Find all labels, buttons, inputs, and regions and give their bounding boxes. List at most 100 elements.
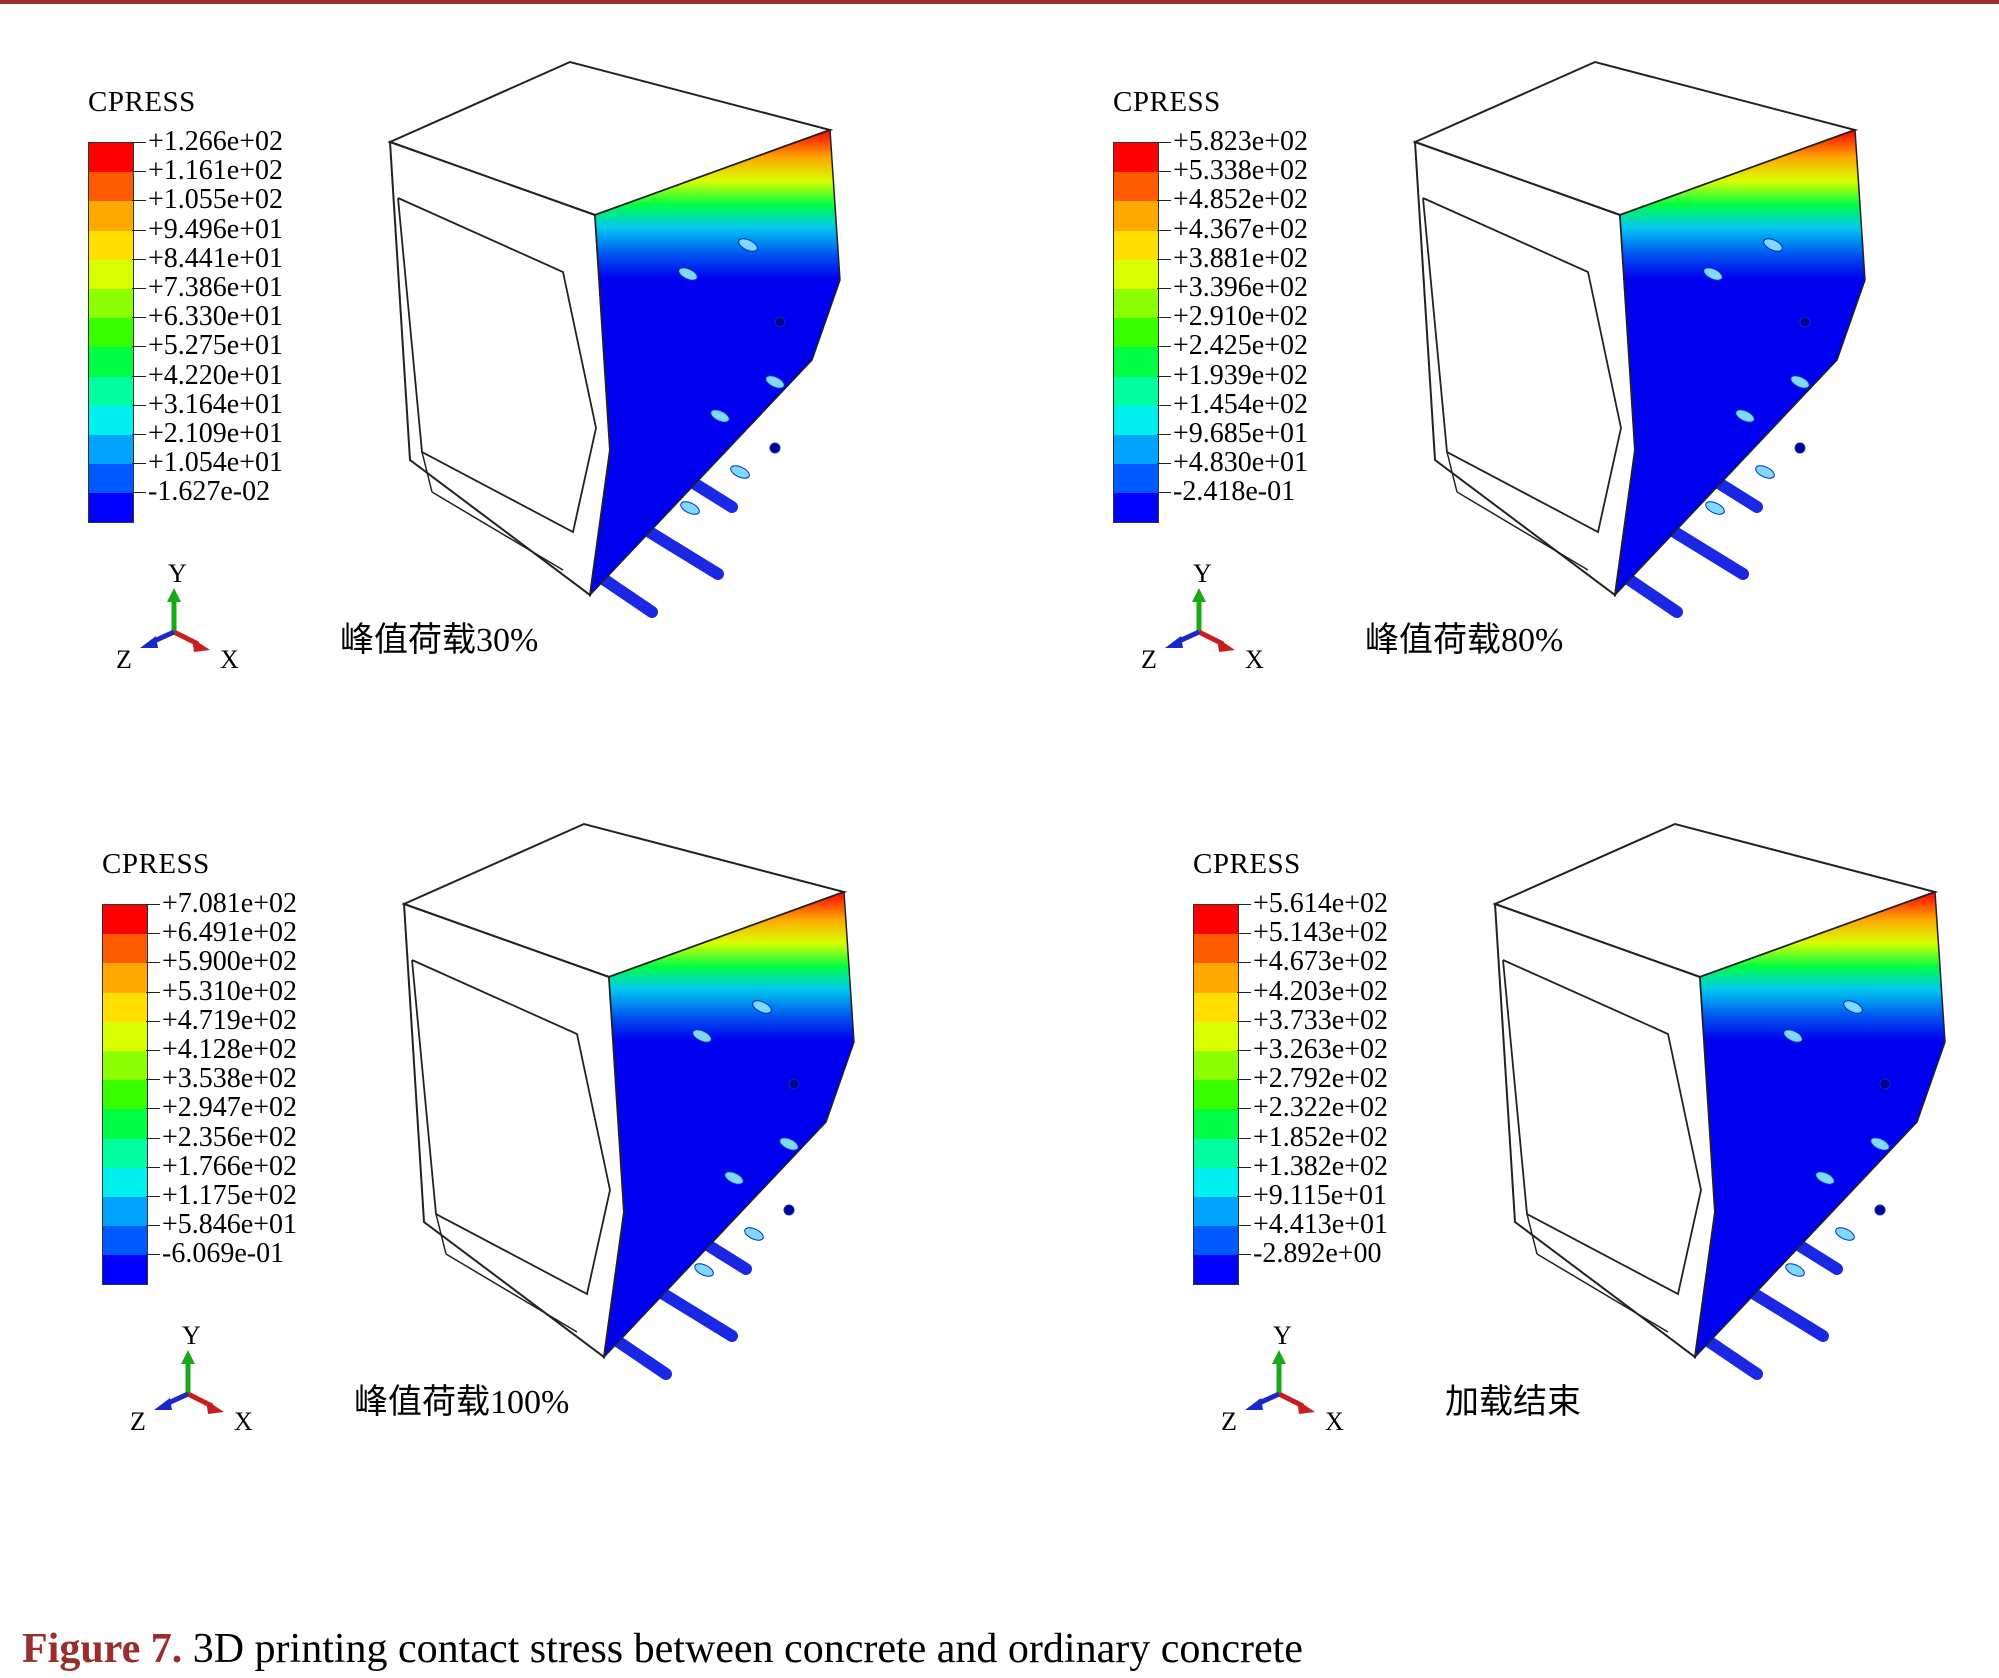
legend-tick [146,1196,160,1197]
block-inner-outline [1502,959,1702,1296]
block-edge-line [431,491,564,571]
legend-value: +2.356e+02 [162,1121,298,1153]
legend-value: +5.338e+02 [1173,155,1309,187]
rod-contact-spot [1755,465,1775,479]
legend-tick [132,375,146,377]
stage-label: 加载结束 [1445,1384,1581,1421]
legend-color-band [1194,1080,1238,1110]
legend-color-band [1114,464,1158,494]
block-inner-outline [397,197,597,534]
legend-value: -2.418e-01 [1173,476,1296,508]
x-axis-arrowhead [1217,638,1235,652]
rod-contact-spot [1703,267,1723,281]
x-axis-label: X [1325,1407,1344,1436]
y-axis-label: Y [182,1322,201,1350]
legend-color-band [1114,376,1158,406]
legend-tick [132,434,146,435]
y-axis-arrowhead [167,588,181,602]
legend-value: +4.413e+01 [1253,1209,1389,1241]
rod-hole [774,316,786,328]
legend-tick [132,200,146,202]
contact-face-stress [1613,128,1866,598]
rod-contact-spot [1763,238,1783,252]
legend-tick [1237,1137,1251,1139]
legend-value: +5.900e+02 [162,946,298,978]
legend-tick [1157,142,1171,143]
block-edge-line [1536,1253,1669,1333]
legend-color-band [1194,1196,1238,1227]
x-axis-label: X [220,645,239,674]
legend-value: +9.115e+01 [1253,1180,1387,1211]
legend-title: CPRESS [1193,848,1301,880]
legend-color-band [1114,201,1158,231]
legend-tick [1237,1166,1251,1168]
x-axis-label: X [234,1407,253,1436]
legend-tick [1157,200,1171,202]
legend-tick [146,962,160,964]
legend-value: +2.947e+02 [162,1092,298,1124]
block-edge-line [1456,491,1589,571]
legend-value: +2.910e+02 [1173,301,1309,333]
legend-color-band [1194,1255,1238,1285]
rod-contact-spot [765,375,785,389]
legend-color-band [1114,318,1158,348]
legend-value: +7.081e+02 [162,888,298,919]
legend-color-band [89,318,133,348]
axis-triad: Y Z X [126,1321,266,1442]
rod-contact-spot [692,1029,712,1043]
legend-tick [146,991,160,993]
x-axis-arrowhead [192,638,210,652]
x-axis-arrowhead [206,1400,224,1414]
legend-color-band [1114,230,1158,260]
legend-value: +1.766e+02 [162,1150,298,1182]
legend-tick [1237,1225,1251,1227]
y-axis-arrowhead [1192,588,1206,602]
legend-value: +9.496e+01 [148,213,284,245]
block-edge-line [1526,1213,1538,1255]
rod-contact-spot [779,1137,799,1151]
z-axis-arrowhead [140,636,158,648]
rod-contact-spots [1783,1000,1891,1277]
legend-value: +4.128e+02 [162,1034,298,1065]
legend-value: +4.719e+02 [162,1004,298,1036]
rod-hole [1879,1078,1891,1090]
legend-tick [132,317,146,319]
legend-color-band [89,405,133,435]
y-axis-arrowhead [1272,1350,1286,1364]
legend-tick [1157,375,1171,377]
rod-contact-spot [1785,1263,1805,1277]
legend-color-band [1194,1050,1238,1081]
legend-value: +6.330e+01 [148,301,284,333]
block-edge-line [421,451,433,493]
legend-tick [1157,404,1171,406]
legend-tick [1237,1079,1251,1081]
legend-value: +3.881e+02 [1173,242,1309,274]
legend-value: +1.852e+02 [1253,1121,1389,1153]
legend-value: +4.203e+02 [1253,975,1389,1007]
legend-value: +5.614e+02 [1253,888,1389,919]
legend-tick [1237,933,1251,935]
legend-color-band [1194,992,1238,1022]
legend-tick [1237,1050,1251,1051]
axis-triad-arrows: Y Z X [116,559,239,674]
legend-color-band [89,493,133,523]
legend-color-band [89,201,133,231]
block-edge-line [1446,451,1458,493]
x-axis-arrowhead [1297,1400,1315,1414]
legend-color-band [89,434,133,465]
legend-color-band [103,1255,147,1285]
legend-value: +5.823e+02 [1173,126,1309,157]
legend-tick [132,258,146,260]
legend-color-bands [1193,904,1239,1286]
legend-tick [146,1225,160,1227]
contour-panel-1: CPRESS +1.266e+02 +1.161e+02 +1.055e+02 +9.… [0,0,1000,760]
rod-contact-spots [678,238,786,515]
legend-color-band [1114,347,1158,377]
rod-contact-spot [694,1263,714,1277]
legend-color-band [103,1080,147,1110]
legend-color-band [89,230,133,260]
rod-contact-spot [1835,1227,1855,1241]
concrete-block-model [401,822,855,1380]
legend-value: +3.538e+02 [162,1063,298,1095]
legend-color-band [103,1196,147,1227]
